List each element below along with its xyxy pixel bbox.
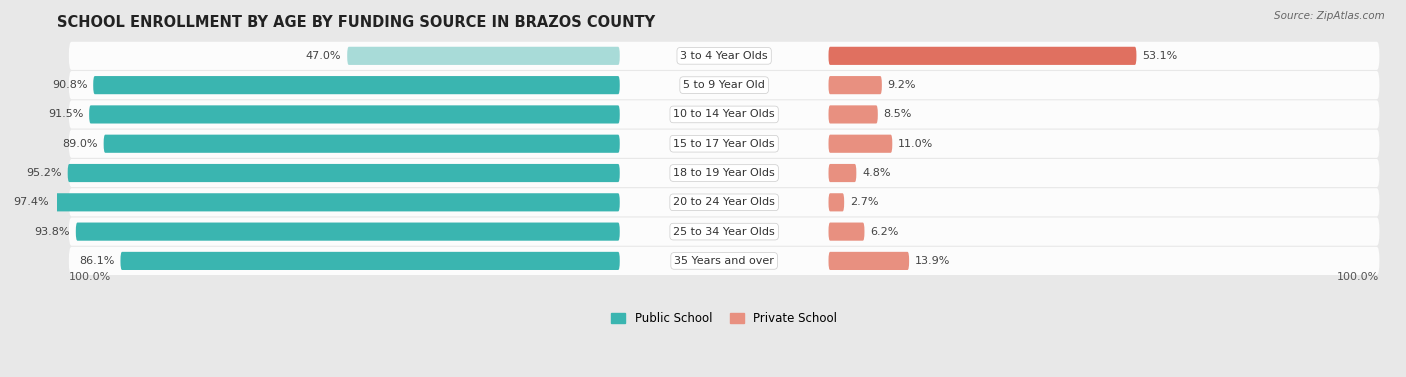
Text: 3 to 4 Year Olds: 3 to 4 Year Olds xyxy=(681,51,768,61)
FancyBboxPatch shape xyxy=(76,222,620,241)
Text: 90.8%: 90.8% xyxy=(52,80,87,90)
FancyBboxPatch shape xyxy=(828,105,877,124)
Text: 89.0%: 89.0% xyxy=(62,139,98,149)
Text: 47.0%: 47.0% xyxy=(307,51,342,61)
Text: 35 Years and over: 35 Years and over xyxy=(675,256,775,266)
FancyBboxPatch shape xyxy=(347,47,620,65)
FancyBboxPatch shape xyxy=(69,218,1379,246)
Legend: Public School, Private School: Public School, Private School xyxy=(606,307,842,329)
FancyBboxPatch shape xyxy=(121,252,620,270)
FancyBboxPatch shape xyxy=(69,188,1379,216)
FancyBboxPatch shape xyxy=(828,76,882,94)
FancyBboxPatch shape xyxy=(55,193,620,211)
Text: 8.5%: 8.5% xyxy=(883,109,912,120)
Text: 2.7%: 2.7% xyxy=(851,197,879,207)
Text: 97.4%: 97.4% xyxy=(14,197,49,207)
FancyBboxPatch shape xyxy=(69,71,1379,99)
Text: 86.1%: 86.1% xyxy=(79,256,115,266)
FancyBboxPatch shape xyxy=(828,193,844,211)
Text: 53.1%: 53.1% xyxy=(1142,51,1177,61)
FancyBboxPatch shape xyxy=(93,76,620,94)
Text: 100.0%: 100.0% xyxy=(69,272,111,282)
FancyBboxPatch shape xyxy=(69,130,1379,158)
Text: SCHOOL ENROLLMENT BY AGE BY FUNDING SOURCE IN BRAZOS COUNTY: SCHOOL ENROLLMENT BY AGE BY FUNDING SOUR… xyxy=(58,15,655,30)
FancyBboxPatch shape xyxy=(89,105,620,124)
Text: 4.8%: 4.8% xyxy=(862,168,890,178)
Text: 25 to 34 Year Olds: 25 to 34 Year Olds xyxy=(673,227,775,237)
Text: 10 to 14 Year Olds: 10 to 14 Year Olds xyxy=(673,109,775,120)
Text: 13.9%: 13.9% xyxy=(915,256,950,266)
FancyBboxPatch shape xyxy=(69,247,1379,275)
FancyBboxPatch shape xyxy=(67,164,620,182)
FancyBboxPatch shape xyxy=(69,100,1379,129)
FancyBboxPatch shape xyxy=(828,47,1136,65)
FancyBboxPatch shape xyxy=(828,164,856,182)
Text: 9.2%: 9.2% xyxy=(887,80,917,90)
Text: 93.8%: 93.8% xyxy=(35,227,70,237)
Text: 6.2%: 6.2% xyxy=(870,227,898,237)
Text: 95.2%: 95.2% xyxy=(27,168,62,178)
Text: 91.5%: 91.5% xyxy=(48,109,83,120)
FancyBboxPatch shape xyxy=(828,135,893,153)
FancyBboxPatch shape xyxy=(828,252,910,270)
Text: 15 to 17 Year Olds: 15 to 17 Year Olds xyxy=(673,139,775,149)
FancyBboxPatch shape xyxy=(104,135,620,153)
Text: 100.0%: 100.0% xyxy=(1337,272,1379,282)
Text: 18 to 19 Year Olds: 18 to 19 Year Olds xyxy=(673,168,775,178)
FancyBboxPatch shape xyxy=(69,42,1379,70)
Text: 5 to 9 Year Old: 5 to 9 Year Old xyxy=(683,80,765,90)
Text: 11.0%: 11.0% xyxy=(898,139,934,149)
FancyBboxPatch shape xyxy=(828,222,865,241)
FancyBboxPatch shape xyxy=(69,159,1379,187)
Text: Source: ZipAtlas.com: Source: ZipAtlas.com xyxy=(1274,11,1385,21)
Text: 20 to 24 Year Olds: 20 to 24 Year Olds xyxy=(673,197,775,207)
